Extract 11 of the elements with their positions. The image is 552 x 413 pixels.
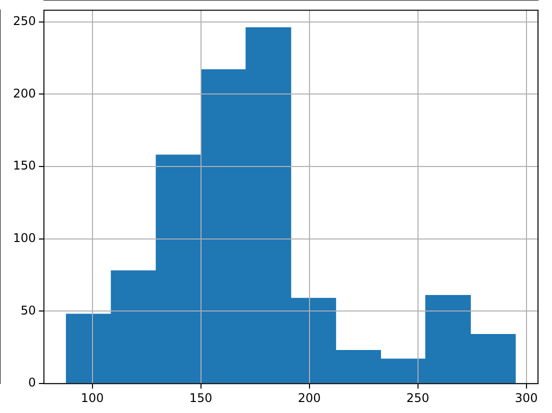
y-tick-label: 50: [20, 303, 36, 318]
y-tick-label: 100: [13, 230, 36, 245]
y-tick-label: 0: [28, 376, 36, 390]
y-tick-label: 200: [13, 86, 36, 100]
y-tick-label: 150: [13, 158, 36, 173]
y-tick-label: 250: [13, 14, 36, 28]
x-tick-label: 250: [406, 390, 430, 405]
x-tick-label: 100: [80, 390, 104, 405]
x-tick-label: 150: [189, 390, 212, 405]
x-tick-label: 300: [514, 390, 538, 405]
x-tick-label: 200: [298, 390, 321, 405]
